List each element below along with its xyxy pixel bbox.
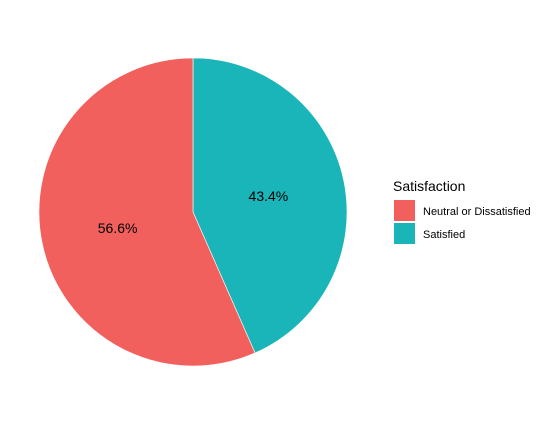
- legend: Satisfaction Neutral or Dissatisfied Sati…: [393, 178, 531, 244]
- legend-title: Satisfaction: [393, 178, 465, 194]
- slice-label-neutral-or-dissatisfied: 56.6%: [98, 220, 138, 236]
- pie-slice-neutral-or-dissatisfied: [38, 57, 256, 367]
- legend-label-satisfied: Satisfied: [423, 229, 465, 241]
- pie-slices: [38, 57, 348, 367]
- legend-label-neutral-or-dissatisfied: Neutral or Dissatisfied: [423, 206, 531, 218]
- legend-items: Neutral or Dissatisfied Satisfied: [394, 200, 531, 244]
- legend-key-neutral-or-dissatisfied: [394, 200, 415, 221]
- legend-key-satisfied: [394, 223, 415, 244]
- pie-slice-satisfied: [192, 57, 348, 354]
- pie-slice-labels: 43.4% 56.6%: [98, 188, 289, 236]
- slice-label-satisfied: 43.4%: [249, 188, 289, 204]
